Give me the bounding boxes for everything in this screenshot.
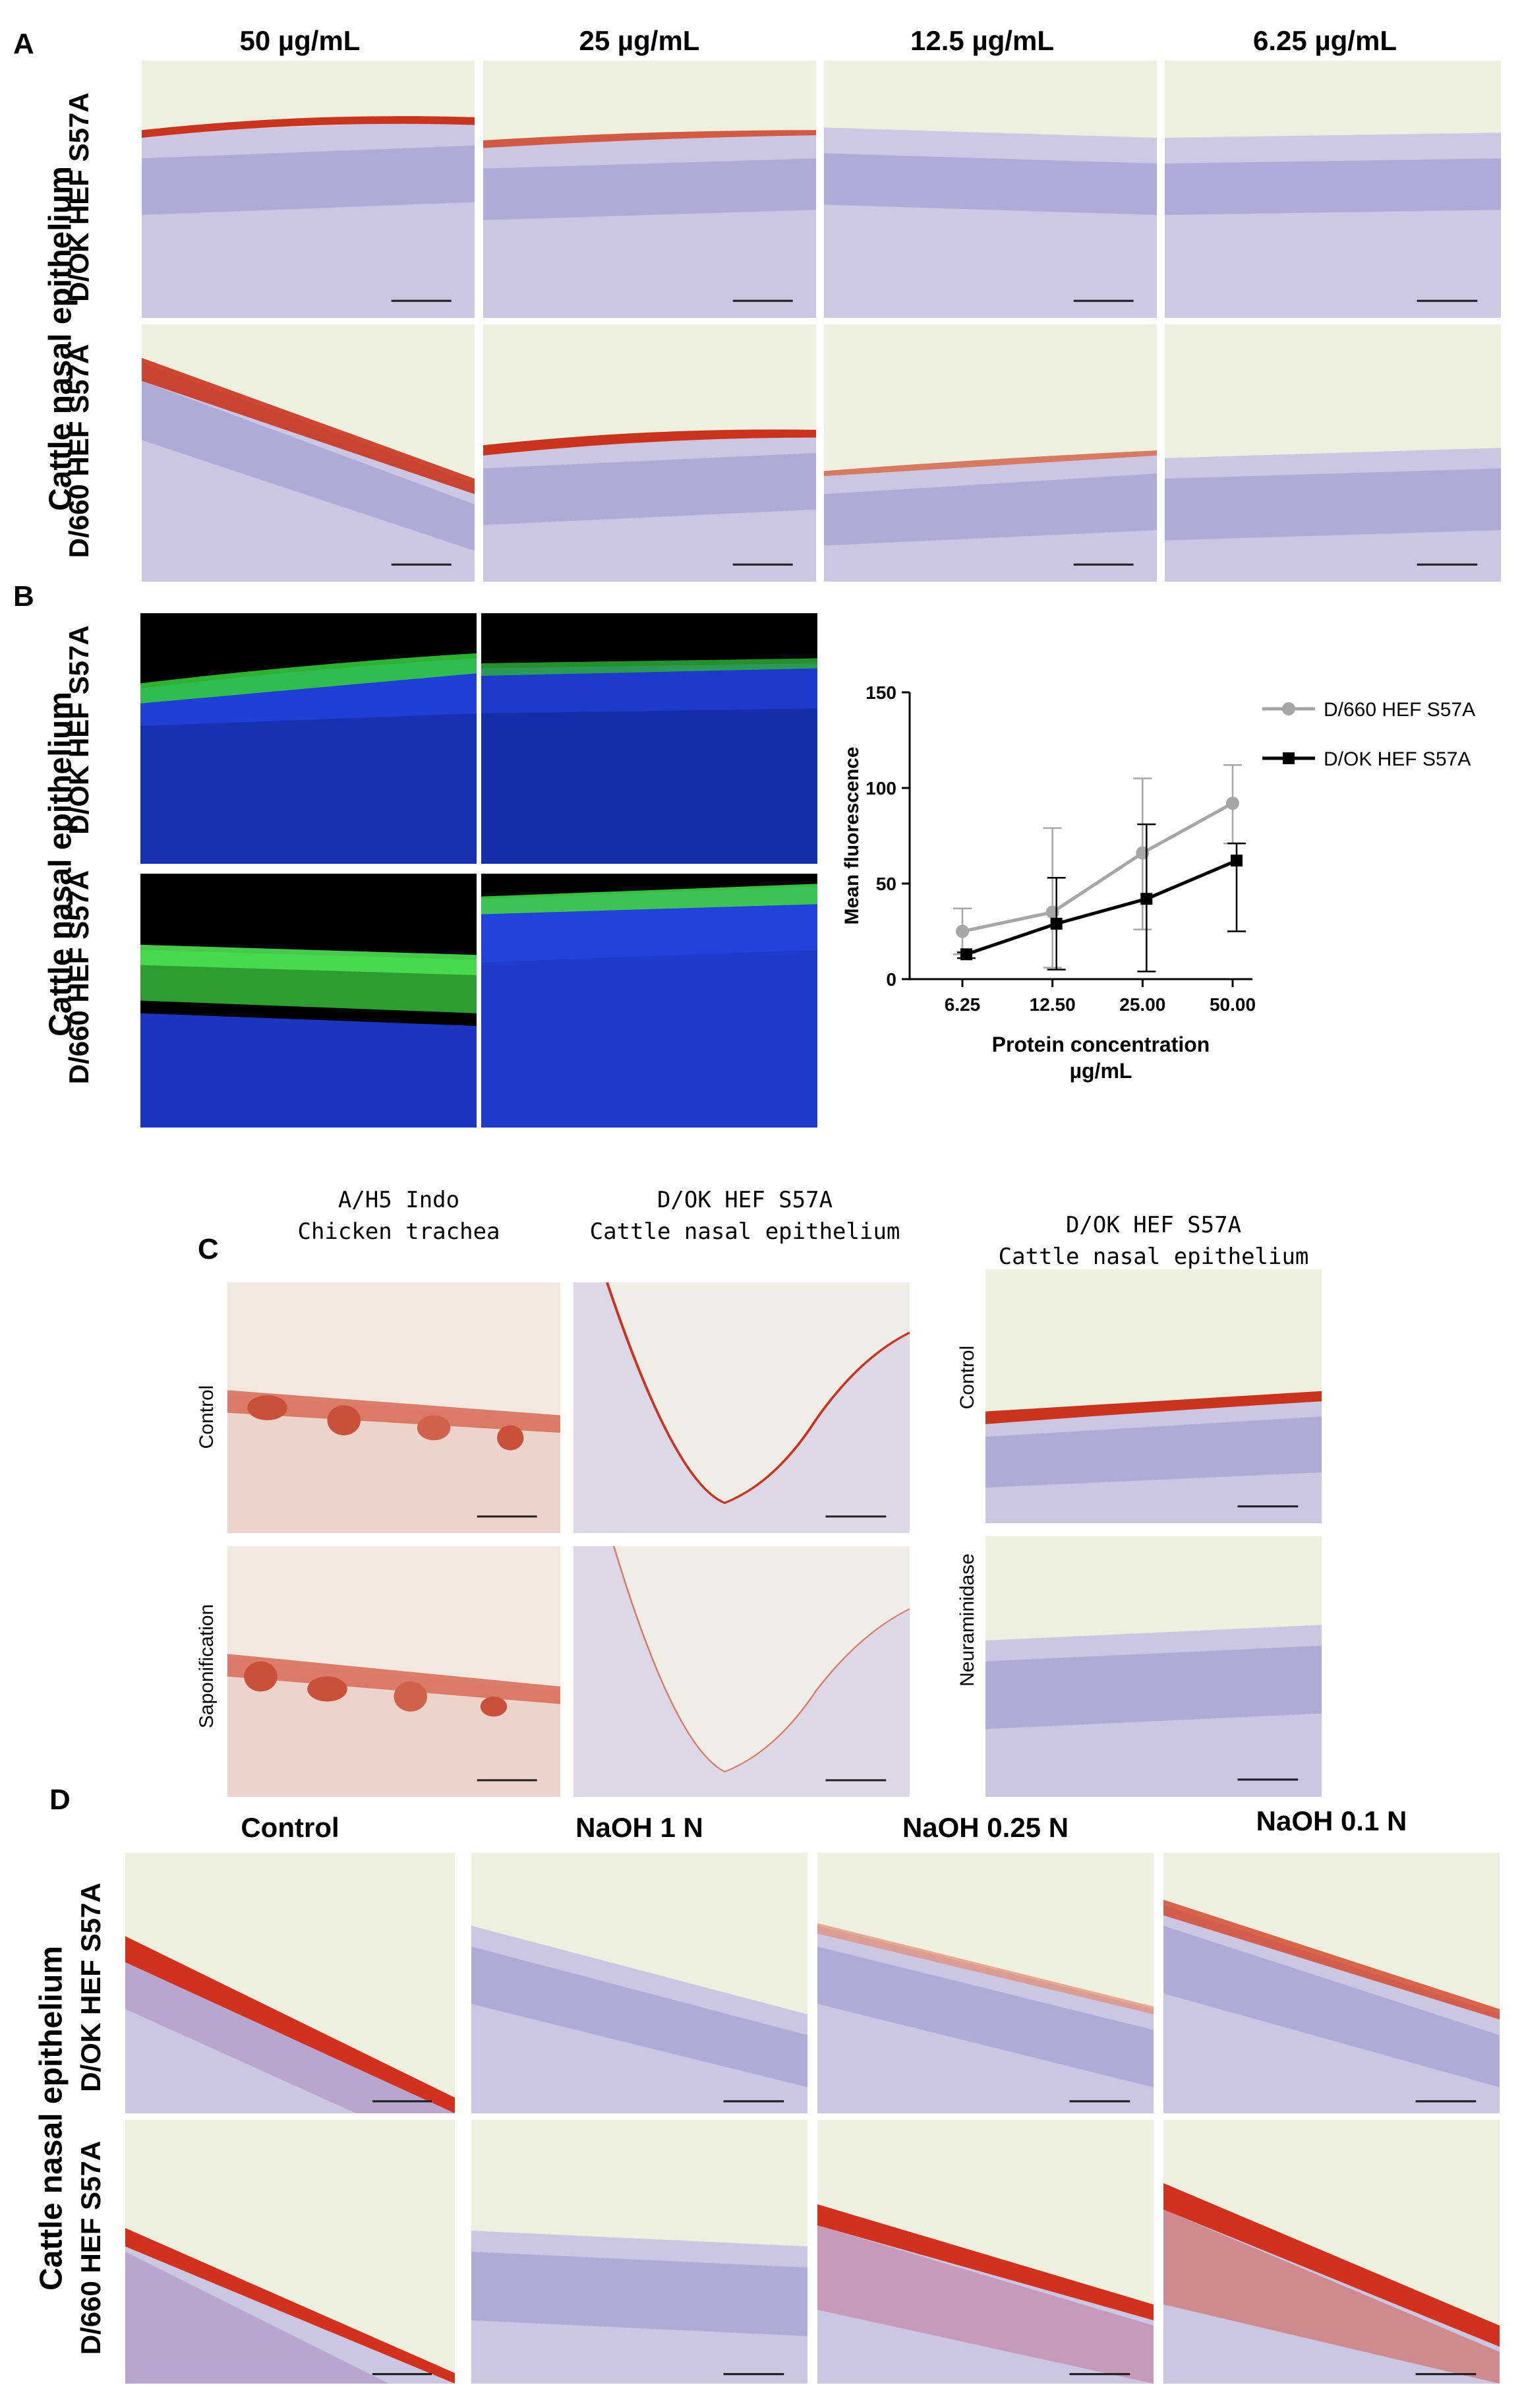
panel-c-row-label-control-left: Control	[196, 1385, 218, 1449]
panel-c-col3-title-line2: Cattle nasal epithelium	[998, 1244, 1309, 1270]
panel-d-col-header-1: Control	[241, 1812, 339, 1843]
panel-d-side-label: Cattle nasal epithelium	[34, 1946, 69, 2291]
panel-d-micrograph-r1c4	[1163, 1853, 1500, 2113]
panel-c-micrograph-neuraminidase-control	[985, 1269, 1322, 1523]
chart-data-point	[1231, 855, 1243, 867]
chart-data-point	[1050, 917, 1063, 930]
panel-a-col-header-4: 6.25 µg/mL	[1253, 25, 1397, 56]
panel-c-col2-title-line2: Cattle nasal epithelium	[589, 1219, 900, 1245]
chart-series-line	[966, 858, 1237, 956]
chart-data-point	[1226, 797, 1239, 810]
chart-data-point	[960, 948, 972, 961]
panel-b-letter: B	[13, 580, 34, 613]
panel-c-micrograph-neuraminidase-treated	[985, 1536, 1322, 1797]
panel-a-letter: A	[13, 28, 34, 60]
panel-b-row-label-2: D/660 HEF S57A	[63, 870, 94, 1085]
panel-b-fluorescence-r1c2	[481, 613, 817, 864]
panel-c-micrograph-chicken-saponification	[227, 1546, 560, 1797]
panel-c-letter: C	[198, 1233, 219, 1265]
panel-d-micrograph-r2c2	[471, 2120, 807, 2384]
chart-x-axis-label: Protein concentration	[992, 1033, 1210, 1056]
panel-d-micrograph-r1c3	[817, 1853, 1154, 2113]
panel-d-micrograph-r1c2	[471, 1853, 807, 2113]
chart-x-tick-label: 25.00	[1119, 994, 1165, 1015]
panel-d-row-label-1: D/OK HEF S57A	[75, 1882, 106, 2092]
panel-b-fluorescence-r2c2	[481, 874, 817, 1128]
panel-c-row-label-saponification: Saponification	[196, 1604, 218, 1729]
panel-c-micrograph-cattle-saponification	[573, 1546, 910, 1797]
panel-a-micrograph-r2c2	[483, 324, 816, 582]
chart-data-point	[956, 924, 969, 938]
panel-d-micrograph-r2c4	[1163, 2120, 1500, 2384]
panel-d-micrograph-r2c1	[125, 2120, 455, 2384]
chart-y-axis-label: Mean fluorescence	[841, 746, 863, 924]
panel-c-micrograph-chicken-control	[227, 1282, 560, 1533]
chart-legend-label: D/660 HEF S57A	[1324, 699, 1475, 721]
panel-a-row-label-1: D/OK HEF S57A	[63, 92, 94, 302]
panel-c-micrograph-cattle-control	[573, 1282, 910, 1533]
panel-a-row-label-2: D/660 HEF S57A	[63, 344, 94, 558]
panel-d-col-header-3: NaOH 0.25 N	[902, 1812, 1069, 1843]
panel-d-letter: D	[49, 1784, 71, 1816]
panel-c-col1-title-line1: A/H5 Indo	[337, 1187, 460, 1213]
panel-d-col-header-2: NaOH 1 N	[575, 1812, 703, 1843]
panel-c-col3-title-line1: D/OK HEF S57A	[1065, 1212, 1242, 1238]
panel-a-col-header-2: 25 µg/mL	[579, 25, 700, 56]
chart-y-tick-label: 0	[886, 969, 896, 990]
panel-d-micrograph-r1c1	[125, 1853, 455, 2113]
chart-legend-label: D/OK HEF S57A	[1324, 748, 1471, 770]
chart-x-axis-unit: µg/mL	[1070, 1059, 1132, 1083]
panel-a-col-header-3: 12.5 µg/mL	[910, 25, 1054, 56]
panel-b-fluorescence-r2c1	[140, 874, 477, 1128]
panel-d-micrograph-r2c3	[817, 2120, 1154, 2384]
chart-x-tick-label: 50.00	[1210, 994, 1256, 1015]
panel-c-row-label-control-right: Control	[956, 1345, 978, 1410]
mean-fluorescence-chart: 0 50 100 150 6.25 12.50 25.00 50.00 Mean fluores…	[841, 682, 1475, 1083]
panel-a-micrograph-r2c3	[824, 324, 1157, 582]
panel-a-col-header-1: 50 µg/mL	[239, 25, 361, 56]
chart-x-tick-label: 6.25	[945, 994, 981, 1015]
panel-a-micrograph-r2c4	[1165, 324, 1501, 582]
chart-y-tick-label: 50	[876, 874, 896, 894]
chart-data-point	[1140, 893, 1153, 905]
panel-d-col-header-4: NaOH 0.1 N	[1256, 1805, 1407, 1836]
panel-a-micrograph-r1c1	[142, 61, 475, 318]
panel-a-micrograph-r1c3	[824, 61, 1157, 318]
chart-legend-marker	[1283, 752, 1295, 764]
panel-d-row-label-2: D/660 HEF S57A	[75, 2140, 106, 2355]
chart-y-tick-label: 100	[865, 778, 896, 798]
panel-b-fluorescence-r1c1	[140, 613, 477, 864]
panel-a-micrograph-r2c1	[142, 324, 475, 582]
panel-a-micrograph-r1c4	[1165, 61, 1501, 318]
chart-legend-marker	[1282, 702, 1295, 715]
chart-series-line	[962, 802, 1234, 933]
chart-x-tick-label: 12.50	[1030, 994, 1076, 1015]
panel-c-col2-title-line1: D/OK HEF S57A	[657, 1187, 833, 1213]
panel-a-micrograph-r1c2	[483, 61, 816, 318]
chart-y-tick-label: 150	[865, 682, 896, 703]
panel-c-col1-title-line2: Chicken trachea	[297, 1219, 500, 1245]
panel-b-row-label-1: D/OK HEF S57A	[63, 625, 94, 835]
panel-c-row-label-neuraminidase: Neuraminidase	[956, 1553, 978, 1687]
